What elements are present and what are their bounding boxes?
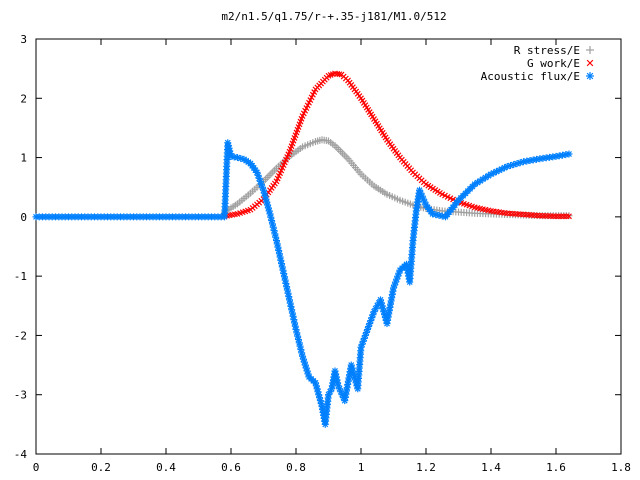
x-tick-label: 1.2 <box>416 461 436 474</box>
legend-label: R stress/E <box>514 44 580 57</box>
data-point <box>490 169 498 177</box>
x-tick-label: 0.4 <box>156 461 176 474</box>
y-tick-label: 2 <box>20 92 27 105</box>
x-tick-label: 1.6 <box>546 461 566 474</box>
data-point <box>379 305 387 313</box>
y-tick-label: -2 <box>14 329 27 342</box>
x-tick-label: 0 <box>33 461 40 474</box>
legend-marker <box>586 46 594 54</box>
data-point <box>416 186 423 194</box>
y-tick-label: 0 <box>20 211 27 224</box>
legend-label: G work/E <box>527 57 580 70</box>
axis-ticks: 0 0.2 0.4 0.6 0.8 1 1.2 1.4 1.6 1.8 3 2 1 0 -1 -2 -3 -4 <box>14 33 631 474</box>
data-point <box>326 388 334 396</box>
series-cross <box>221 70 572 220</box>
y-tick-label: -4 <box>14 448 28 461</box>
x-tick-label: 0.6 <box>221 461 241 474</box>
data-point <box>391 281 399 289</box>
chart-title: m2/n1.5/q1.75/r-+.35-j181/M1.0/512 <box>221 10 446 23</box>
x-tick-label: 0.8 <box>286 461 306 474</box>
x-tick-label: 1.8 <box>611 461 631 474</box>
data-point <box>325 391 332 399</box>
legend-marker <box>586 59 594 67</box>
x-tick-label: 1.4 <box>481 461 501 474</box>
x-tick-label: 1 <box>358 461 365 474</box>
plot-frame <box>35 38 622 455</box>
data-point <box>565 150 573 158</box>
data-point <box>258 183 266 191</box>
legend-label: Acoustic flux/E <box>481 70 580 83</box>
data-point <box>566 213 572 220</box>
legend-marker <box>586 72 594 80</box>
y-tick-label: -1 <box>14 270 27 283</box>
x-tick-label: 0.2 <box>91 461 111 474</box>
y-tick-label: 3 <box>20 33 27 46</box>
data-point <box>373 302 381 310</box>
y-tick-label: -3 <box>14 389 27 402</box>
data-marks <box>32 70 573 428</box>
data-point <box>349 367 357 375</box>
y-tick-label: 1 <box>20 152 27 165</box>
series-star <box>32 139 573 428</box>
